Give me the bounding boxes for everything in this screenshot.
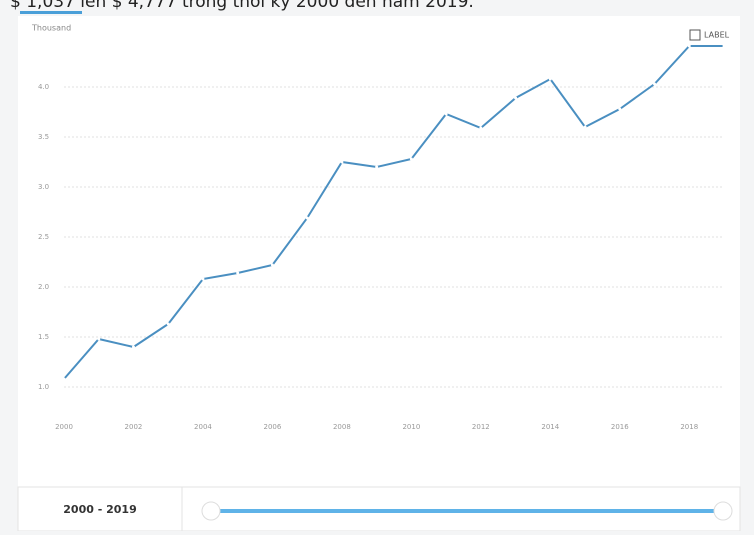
data-point [618, 107, 622, 111]
data-point [409, 157, 413, 161]
y-tick-label: 4.0 [38, 83, 49, 91]
data-point [444, 112, 448, 116]
data-point [166, 322, 170, 326]
x-tick-label: 2016 [611, 423, 629, 431]
x-tick-label: 2012 [472, 423, 490, 431]
x-tick-label: 2014 [541, 423, 559, 431]
data-point [270, 263, 274, 267]
data-point [201, 277, 205, 281]
data-point [375, 165, 379, 169]
range-handle-end[interactable] [713, 501, 733, 521]
x-tick-label: 2002 [125, 423, 143, 431]
data-point [687, 44, 691, 48]
data-point [479, 126, 483, 130]
tab-indicator [20, 11, 82, 14]
y-tick-label: 1.0 [38, 383, 49, 391]
data-point [548, 77, 552, 81]
data-point [340, 160, 344, 164]
y-tick-label: 3.5 [38, 133, 49, 141]
x-tick-label: 2000 [55, 423, 73, 431]
data-point [236, 271, 240, 275]
range-handle-start[interactable] [201, 501, 221, 521]
data-point [131, 345, 135, 349]
data-point [653, 82, 657, 86]
range-label: 2000 - 2019 [63, 503, 136, 516]
data-point [722, 44, 726, 48]
data-point [305, 216, 309, 220]
plot: 1.0 1.5 2.0 2.5 3.0 3.5 4.0 2000 2002 2004 2006 200… [38, 44, 726, 431]
x-tick-label: 2010 [402, 423, 420, 431]
header-text: $ 1,037 lên $ 4,777 trong thời kỳ 2000 đ… [10, 0, 474, 12]
card [18, 16, 740, 531]
y-unit: Thousand [31, 24, 71, 33]
data-point [583, 125, 587, 129]
data-point [97, 337, 101, 341]
x-tick-label: 2006 [264, 423, 282, 431]
x-tick-label: 2004 [194, 423, 212, 431]
y-tick-label: 2.0 [38, 283, 49, 291]
data-point [514, 96, 518, 100]
x-tick-label: 2018 [680, 423, 698, 431]
label-checkbox[interactable] [689, 29, 701, 41]
data-point [62, 377, 66, 381]
line-series [63, 45, 724, 380]
label-toggle[interactable]: LABEL [704, 31, 730, 40]
y-tick-label: 1.5 [38, 333, 49, 341]
y-tick-label: 3.0 [38, 183, 49, 191]
y-tick-label: 2.5 [38, 233, 49, 241]
x-tick-label: 2008 [333, 423, 351, 431]
